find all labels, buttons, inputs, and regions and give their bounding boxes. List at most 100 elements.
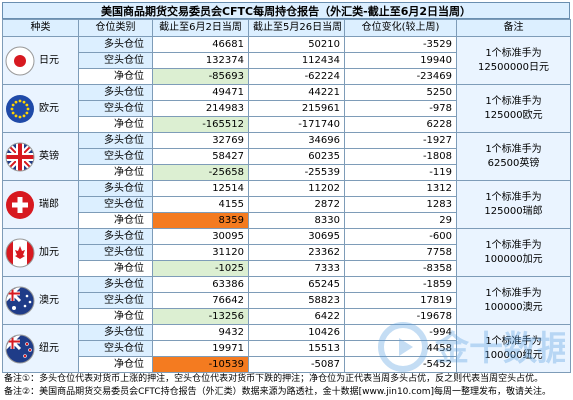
currency-cell: 日元 (2, 36, 79, 85)
current-week-value: -13256 (152, 308, 249, 325)
previous-week-value: 44221 (248, 84, 345, 101)
change-value: -5452 (344, 356, 457, 373)
position-type: 空头仓位 (78, 100, 153, 117)
table-row: 净仓位 -25658 -25539 -119 (3, 164, 571, 181)
table-row: 日元 多头仓位 46681 50210 -3529 1个标准手为 12500000日元 (2, 36, 571, 85)
change-value: -119 (344, 164, 457, 181)
table-row: 净仓位 -13256 6422 -19678 (3, 308, 571, 325)
current-week-value: 49471 (152, 84, 249, 101)
change-value: 6228 (344, 116, 457, 133)
currency-name: 瑞郎 (39, 198, 59, 210)
table-row: 欧元 多头仓位 49471 44221 5250 1个标准手为 125000欧元 (2, 84, 571, 133)
table-row: 澳元 多头仓位 63386 65245 -1859 1个标准手为 100000澳元 (2, 276, 571, 325)
note-line-1: 1个标准手为 (485, 287, 542, 299)
previous-week-value: -62224 (248, 68, 345, 85)
change-value: -1927 (344, 132, 457, 149)
position-type: 空头仓位 (78, 52, 153, 69)
header-row: 种类 仓位类别 截止至6月2日当周 截止至5月26日当周 仓位变化(较上周) 备… (2, 19, 571, 37)
note-line-1: 1个标准手为 (485, 143, 542, 155)
change-value: 1283 (344, 196, 457, 213)
previous-week-value: 8330 (248, 212, 345, 229)
position-type: 空头仓位 (78, 244, 153, 261)
change-value: 5250 (344, 84, 457, 101)
position-type: 多头仓位 (78, 276, 153, 293)
previous-week-value: 10426 (248, 324, 345, 341)
previous-week-value: 65245 (248, 276, 345, 293)
previous-week-value: -5087 (248, 356, 345, 373)
currency-name: 澳元 (39, 294, 59, 306)
contract-size-note: 1个标准手为 100000加元 (456, 228, 571, 277)
current-week-value: -85693 (152, 68, 249, 85)
previous-week-value: 23362 (248, 244, 345, 261)
currency-cell: 加元 (2, 228, 79, 277)
position-type: 空头仓位 (78, 340, 153, 357)
change-value: -1859 (344, 276, 457, 293)
position-type: 净仓位 (78, 116, 153, 133)
previous-week-value: -25539 (248, 164, 345, 181)
current-week-value: 32769 (152, 132, 249, 149)
header-previous-week: 截止至5月26日当周 (248, 19, 345, 37)
position-type: 多头仓位 (78, 36, 153, 53)
currency-cell: 纽元 (2, 324, 79, 373)
table-row: 净仓位 -1025 7333 -8358 (3, 260, 571, 277)
currency-name: 纽元 (39, 342, 59, 354)
previous-week-value: 34696 (248, 132, 345, 149)
table-row: 加元 多头仓位 30095 30695 -600 1个标准手为 100000加元 (2, 228, 571, 277)
previous-week-value: 50210 (248, 36, 345, 53)
previous-week-value: 30695 (248, 228, 345, 245)
canada-flag-icon (5, 238, 35, 267)
note-line-2: 100000澳元 (484, 301, 543, 313)
previous-week-value: -171740 (248, 116, 345, 133)
table-row: 空头仓位 214983 215961 -978 (3, 100, 571, 117)
contract-size-note: 1个标准手为 100000纽元 (456, 324, 571, 373)
table-row: 空头仓位 31120 23362 7758 (3, 244, 571, 261)
position-type: 空头仓位 (78, 196, 153, 213)
positions-table: 种类 仓位类别 截止至6月2日当周 截止至5月26日当周 仓位变化(较上周) 备… (2, 19, 571, 373)
current-week-value: 8359 (152, 212, 249, 229)
previous-week-value: 2872 (248, 196, 345, 213)
currency-cell: 澳元 (2, 276, 79, 325)
australia-flag-icon (5, 286, 35, 315)
newzealand-flag-icon (5, 334, 35, 363)
footer-note-2: 备注②：美国商品期货交易委员会CFTC持仓报告（外汇类）数据来源为路透社，金十数… (4, 387, 552, 397)
note-line-2: 125000欧元 (484, 109, 543, 121)
position-type: 净仓位 (78, 356, 153, 373)
change-value: -600 (344, 228, 457, 245)
currency-cell: 欧元 (2, 84, 79, 133)
table-row: 纽元 多头仓位 9432 10426 -994 1个标准手为 100000纽元 (2, 324, 571, 373)
note-line-2: 12500000日元 (478, 61, 549, 73)
change-value: -8358 (344, 260, 457, 277)
contract-size-note: 1个标准手为 125000欧元 (456, 84, 571, 133)
table-row: 净仓位 8359 8330 29 (3, 212, 571, 229)
svg-text:金十数据: 金十数据 (434, 329, 565, 369)
position-type: 多头仓位 (78, 324, 153, 341)
position-type: 多头仓位 (78, 180, 153, 197)
note-line-2: 100000纽元 (484, 349, 543, 361)
header-current-week: 截止至6月2日当周 (152, 19, 249, 37)
contract-size-note: 1个标准手为 100000澳元 (456, 276, 571, 325)
current-week-value: -10539 (152, 356, 249, 373)
eu-flag-icon (6, 94, 34, 123)
table-row: 净仓位 -10539 -5087 -5452 (3, 356, 571, 373)
previous-week-value: 7333 (248, 260, 345, 277)
currency-cell: 英镑 (2, 132, 79, 181)
note-line-1: 1个标准手为 (485, 191, 542, 203)
current-week-value: 30095 (152, 228, 249, 245)
previous-week-value: 112434 (248, 52, 345, 69)
currency-name: 欧元 (39, 102, 59, 114)
contract-size-note: 1个标准手为 125000瑞郎 (456, 180, 571, 229)
note-line-2: 62500英镑 (487, 157, 540, 169)
currency-name: 加元 (39, 246, 59, 258)
previous-week-value: 215961 (248, 100, 345, 117)
note-line-2: 125000瑞郎 (484, 205, 543, 217)
header-change: 仓位变化(较上周) (344, 19, 457, 37)
current-week-value: 31120 (152, 244, 249, 261)
header-category: 仓位类别 (78, 19, 153, 37)
current-week-value: 58427 (152, 148, 249, 165)
change-value: -978 (344, 100, 457, 117)
change-value: 19940 (344, 52, 457, 69)
footer-note-1: 备注①：多头仓位代表对货币上涨的押注，空头仓位代表对货币下跌的押注；净仓位为正代… (4, 374, 544, 384)
position-type: 净仓位 (78, 68, 153, 85)
currency-cell: 瑞郎 (2, 180, 79, 229)
